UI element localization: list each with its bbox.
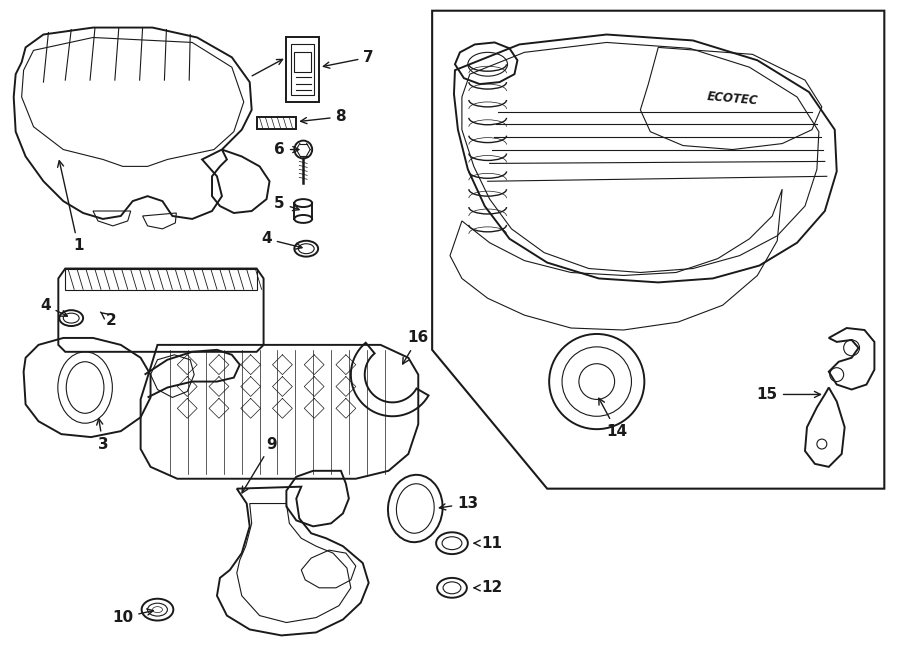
Text: ECOTEC: ECOTEC: [706, 91, 759, 108]
Text: 14: 14: [598, 399, 627, 439]
Text: 9: 9: [242, 436, 277, 493]
Text: 10: 10: [112, 609, 153, 625]
Text: 3: 3: [96, 418, 108, 451]
Text: 8: 8: [301, 109, 346, 124]
Text: 15: 15: [757, 387, 821, 402]
Text: 16: 16: [402, 330, 429, 364]
Text: 13: 13: [439, 496, 479, 511]
Text: 6: 6: [274, 142, 299, 157]
Text: 12: 12: [474, 580, 502, 596]
Text: 5: 5: [274, 196, 299, 211]
Text: 4: 4: [261, 231, 302, 249]
Text: 11: 11: [474, 535, 502, 551]
Text: 7: 7: [323, 50, 374, 68]
Text: 2: 2: [101, 312, 116, 328]
Text: 1: 1: [58, 161, 84, 253]
Text: 4: 4: [40, 297, 68, 316]
